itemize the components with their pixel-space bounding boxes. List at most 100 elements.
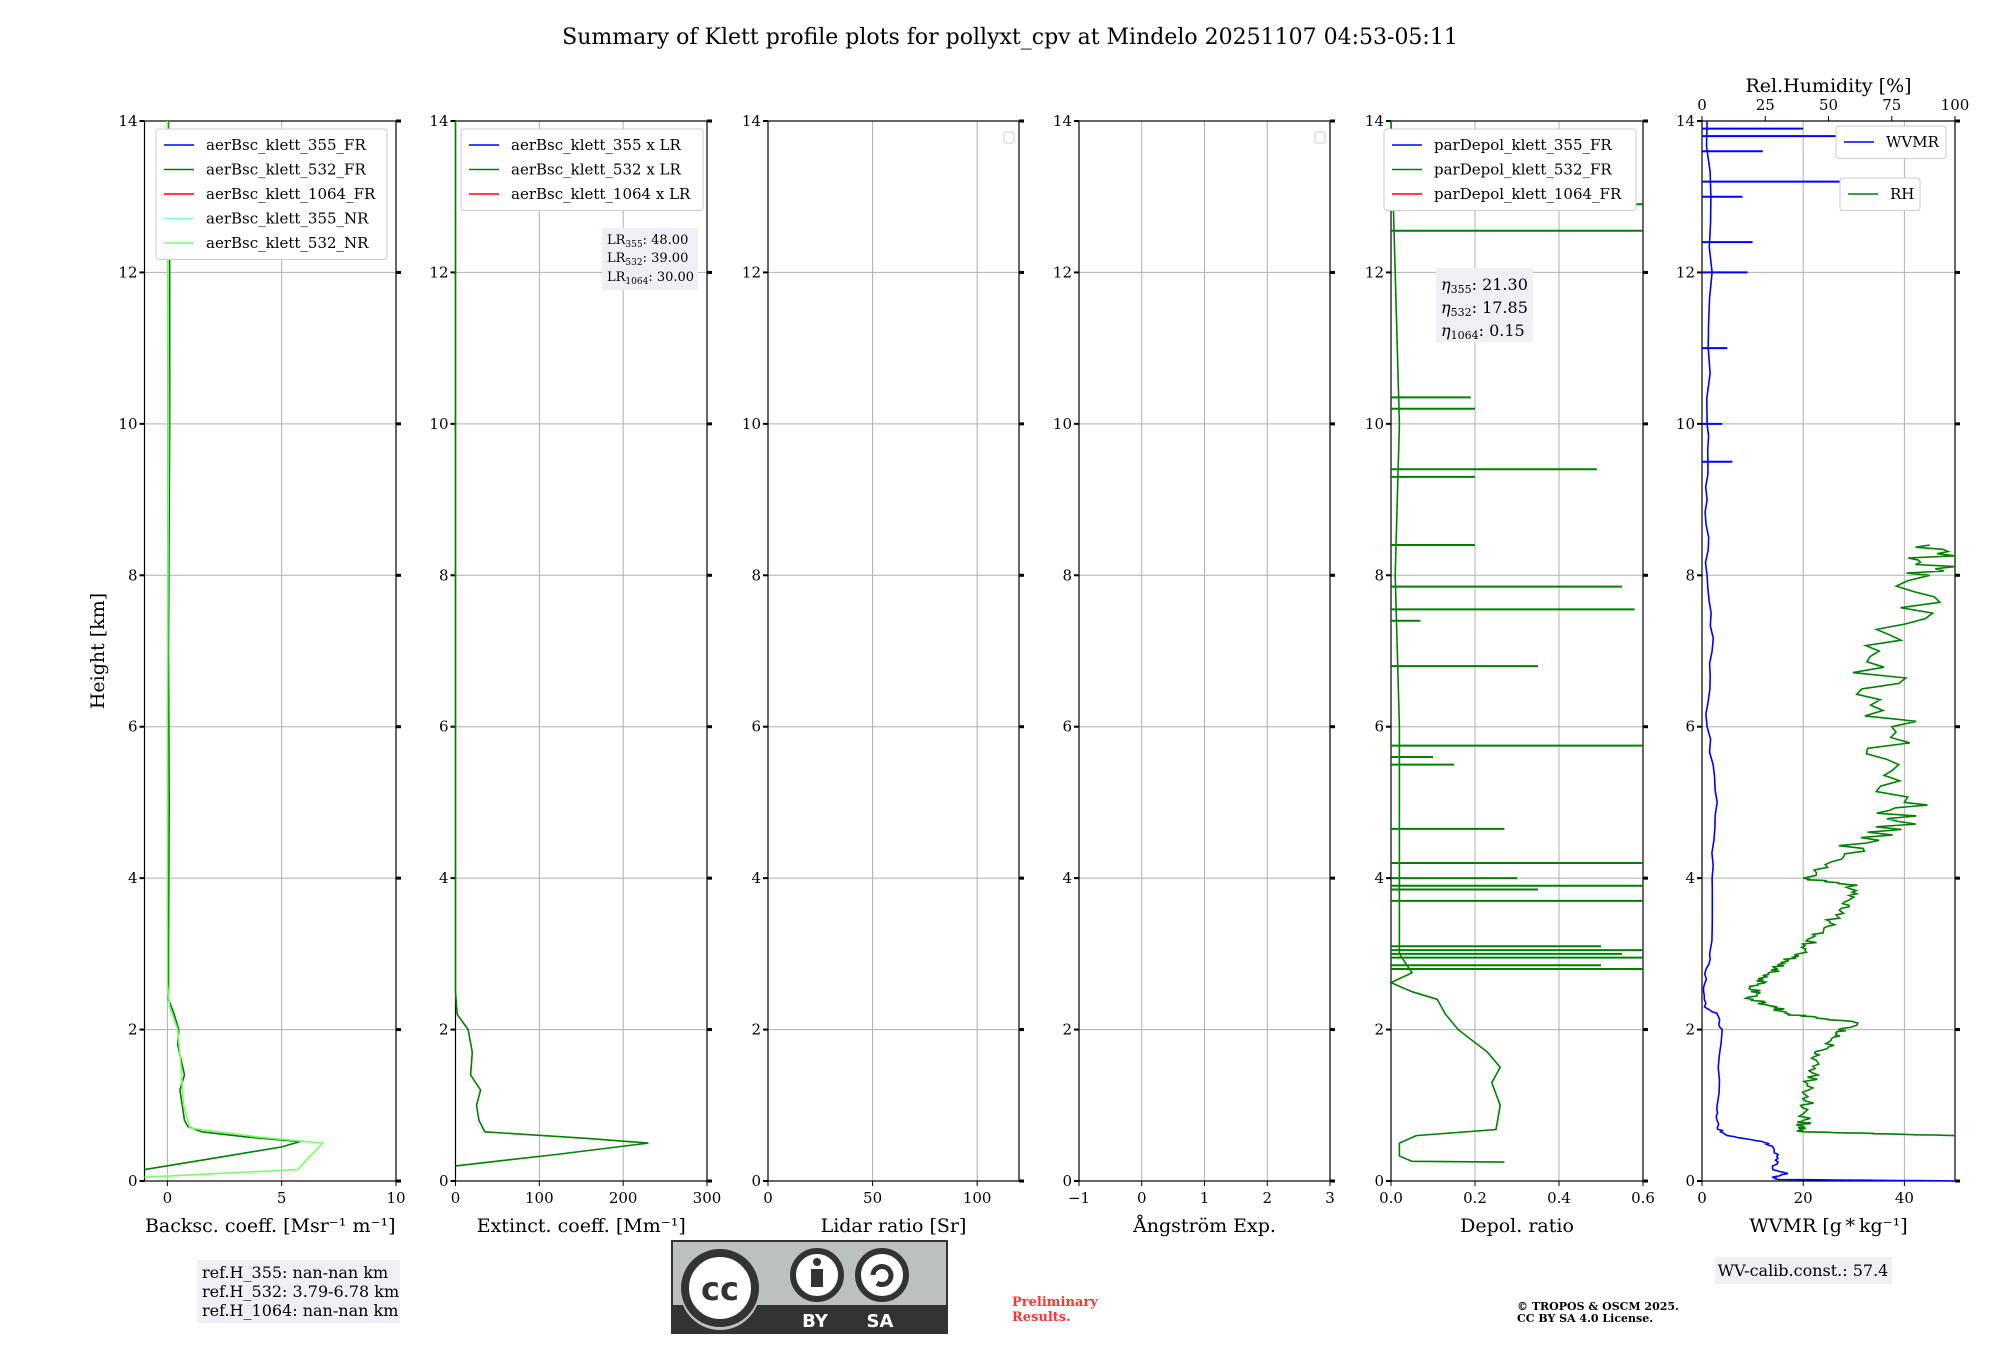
lr-355-text: LR355: 48.00 (607, 233, 688, 250)
panel-5: 0.0 0.2 0.4 0.6 0 2 4 6 8 10 12 14 Depol. ratio parDe… (1365, 112, 1655, 1237)
x-axis-label: Ångström Exp. (1132, 1215, 1276, 1237)
y-tick-label: 0 (1374, 1172, 1384, 1190)
y-tick-label: 2 (1685, 1021, 1695, 1039)
y-tick-label: 0 (1685, 1172, 1695, 1190)
series-aerbsc-klett-532-x-lr (454, 121, 649, 1167)
eta-box: η355: 21.30 η532: 17.85 η1064: 0.15 (1436, 268, 1533, 342)
panel-1: 0 5 10 0 2 4 6 8 10 12 14 Backsc. coeff. [Msr⁻¹ m⁻¹… (118, 112, 405, 1237)
copyright-line1: © TROPOS & OSCM 2025. (1517, 1300, 1679, 1313)
figure-title: Summary of Klett profile plots for polly… (562, 25, 1458, 50)
y-tick-label: 6 (128, 718, 138, 736)
box-text-part: 532 (1451, 306, 1472, 319)
top-tick-label: 100 (1941, 96, 1970, 114)
reference-height-box: ref.H_355: nan-nan km ref.H_532: 3.79-6.… (197, 1260, 400, 1323)
preliminary-line1: Preliminary (1012, 1295, 1098, 1310)
x-tick-label: 0 (1697, 1189, 1707, 1207)
y-tick-label: 10 (1053, 415, 1072, 433)
x-tick-label: 0 (763, 1189, 773, 1207)
y-tick-label: 12 (1053, 263, 1072, 281)
lr-1064-text: LR1064: 30.00 (607, 270, 694, 287)
legend-label: parDepol_klett_355_FR (1434, 136, 1612, 154)
wv-calib-text: WV-calib.const.: 57.4 (1718, 1261, 1889, 1280)
box-text-part: : 48.00 (643, 233, 689, 248)
y-tick-label: 4 (439, 869, 449, 887)
legend-label: WVMR (1886, 133, 1940, 151)
top-tick-label: 25 (1756, 96, 1775, 114)
y-tick-label: 14 (1053, 112, 1072, 130)
series-aerbsc-klett-532-nr (144, 120, 325, 1178)
legend-label: aerBsc_klett_532_FR (206, 161, 366, 179)
eta-1064-text: η1064: 0.15 (1441, 321, 1525, 342)
y-tick-label: 8 (1374, 566, 1384, 584)
series-rh (1742, 544, 1956, 1137)
x-axis-label: Lidar ratio [Sr] (821, 1215, 967, 1237)
y-tick-label: 4 (1062, 869, 1072, 887)
legend-label: aerBsc_klett_532 x LR (511, 161, 682, 179)
axes-frame (1701, 120, 1956, 1182)
y-tick-label: 2 (439, 1021, 449, 1039)
y-tick-label: 14 (429, 112, 448, 130)
box-text-part: 355 (625, 240, 642, 250)
x-tick-label: 10 (386, 1189, 405, 1207)
x-tick-label: 20 (1794, 1189, 1813, 1207)
y-tick-label: 10 (1676, 415, 1695, 433)
box-text-part: LR (607, 251, 627, 266)
legend-label: parDepol_klett_1064_FR (1434, 185, 1622, 203)
y-tick-label: 8 (751, 566, 761, 584)
by-person-icon (813, 1258, 821, 1266)
box-text-part: : 39.00 (643, 251, 689, 266)
box-text-part: 355 (1451, 283, 1472, 296)
eta-532-text: η532: 17.85 (1441, 298, 1528, 319)
y-tick-label: 6 (1062, 718, 1072, 736)
wv-calib-box: WV-calib.const.: 57.4 (1715, 1257, 1892, 1284)
x-axis-label: Depol. ratio (1460, 1215, 1574, 1237)
y-tick-label: 8 (1062, 566, 1072, 584)
box-text-part: η (1441, 275, 1451, 294)
box-text-part: : 17.85 (1472, 298, 1528, 317)
x-tick-label: 200 (609, 1189, 638, 1207)
x-tick-label: 3 (1325, 1189, 1335, 1207)
series-wvmr (1702, 120, 1956, 1182)
x-tick-label: 50 (863, 1189, 882, 1207)
top-tick-label: 50 (1819, 96, 1838, 114)
y-tick-label: 0 (128, 1172, 138, 1190)
x-tick-label: 0.0 (1379, 1189, 1403, 1207)
box-text-part: LR (607, 270, 627, 285)
legend-label: aerBsc_klett_532_NR (206, 234, 369, 252)
empty-legend (1003, 131, 1015, 144)
axes-frame (1390, 120, 1644, 1182)
y-tick-label: 2 (1374, 1021, 1384, 1039)
y-tick-label: 6 (1374, 718, 1384, 736)
x-tick-label: 100 (525, 1189, 554, 1207)
x-tick-label: 0 (163, 1189, 173, 1207)
legend-label: parDepol_klett_532_FR (1434, 161, 1612, 179)
legend-label: aerBsc_klett_355_FR (206, 136, 366, 154)
ref-h-1064: ref.H_1064: nan-nan km (202, 1301, 398, 1320)
legend-label: aerBsc_klett_355_NR (206, 210, 369, 228)
legend-label: aerBsc_klett_1064_FR (206, 185, 376, 203)
x-tick-label: 1 (1200, 1189, 1210, 1207)
x-tick-label: 0.6 (1631, 1189, 1655, 1207)
y-tick-label: 0 (1062, 1172, 1072, 1190)
y-tick-label: 12 (1365, 263, 1384, 281)
lr-532-text: LR532: 39.00 (607, 251, 688, 268)
y-tick-label: 12 (1676, 263, 1695, 281)
panel-3: 0 50 100 0 2 4 6 8 10 12 14 Lidar ratio [Sr] (742, 112, 1024, 1237)
by-label: BY (802, 1311, 829, 1332)
legend (460, 128, 704, 211)
x-tick-label: 300 (693, 1189, 722, 1207)
x-tick-label: 5 (277, 1189, 287, 1207)
series-pardepol-klett-532-fr (1389, 120, 1505, 1163)
x-tick-label: 0.2 (1463, 1189, 1487, 1207)
series-aerbsc-klett-532-fr (144, 120, 301, 1171)
y-tick-label: 4 (1374, 869, 1384, 887)
cc-by-sa-logo: cc BY SA (671, 1240, 948, 1334)
sa-share-alike-icon (855, 1248, 909, 1302)
y-axis-label: Height [km] (87, 593, 109, 709)
y-tick-label: 8 (1685, 566, 1695, 584)
panel-6: 0 20 40 0 2 4 6 8 10 12 14 WVMR [g * kg⁻¹] 0 25 50 75 10… (1676, 75, 1969, 1237)
box-text-part: LR (607, 233, 627, 248)
empty-legend (1314, 131, 1326, 144)
ref-h-532: ref.H_532: 3.79-6.78 km (202, 1282, 399, 1301)
